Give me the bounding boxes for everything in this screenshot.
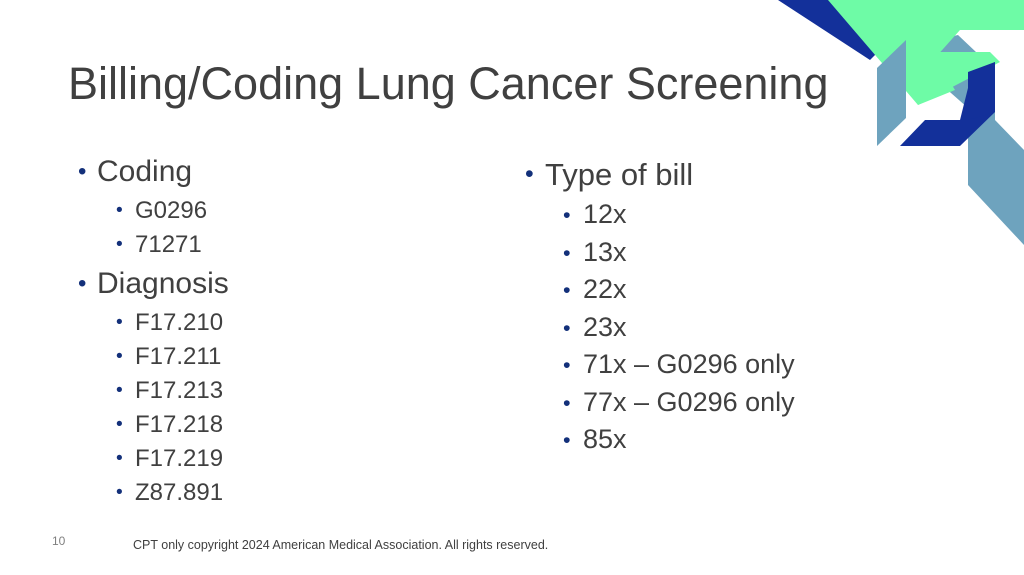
diagnosis-sub-list: • F17.210 • F17.211 • F17.213 • F17.218 • F17… <box>78 306 229 510</box>
mint-band-lower <box>905 52 1000 105</box>
list-item-text: 12x <box>583 199 627 229</box>
bullet-dot-icon: • <box>563 389 571 415</box>
bullet-dot-icon: • <box>563 202 571 227</box>
bullet-dot-icon: • <box>525 161 534 188</box>
list-item: • 71x – G0296 only <box>563 346 795 384</box>
bullet-dot-icon: • <box>563 277 571 302</box>
bullet-type-of-bill: • Type of bill <box>525 156 795 194</box>
list-item: • 77x – G0296 only <box>563 384 795 422</box>
list-item: • Z87.891 <box>116 476 229 510</box>
list-item-text: F17.211 <box>135 343 222 370</box>
coding-sub-list-wrapper: • G0296 • 71271 <box>78 194 229 262</box>
slide-title: Billing/Coding Lung Cancer Screening <box>68 58 829 109</box>
bullet-dot-icon: • <box>563 314 571 340</box>
bullet-dot-icon: • <box>116 200 123 221</box>
list-item-text: F17.210 <box>135 309 224 336</box>
list-item-text: 71271 <box>135 231 202 258</box>
list-item-text: F17.219 <box>135 445 224 472</box>
type-of-bill-sub-list: • 12x • 13x • 22x • 23x • 71x – G0296 only • 7… <box>525 196 795 459</box>
navy-lower-band-edge <box>968 62 995 120</box>
list-item-text: F17.213 <box>135 377 224 404</box>
bullet-dot-icon: • <box>116 482 123 503</box>
copyright-footer: CPT only copyright 2024 American Medical… <box>133 538 549 552</box>
bullet-label: Diagnosis <box>97 267 229 300</box>
list-item: • 22x <box>563 271 795 309</box>
list-item: • 12x <box>563 196 795 234</box>
list-item-text: 77x – G0296 only <box>583 386 795 417</box>
list-item: • 71271 <box>116 228 229 262</box>
list-item-text: 22x <box>583 274 627 304</box>
steel-blue-vertical <box>877 40 906 146</box>
bullet-dot-icon: • <box>563 239 571 265</box>
list-item: • F17.211 <box>116 340 229 374</box>
list-item: • F17.218 <box>116 408 229 442</box>
bullet-dot-icon: • <box>116 312 123 333</box>
list-item-text: 13x <box>583 236 627 267</box>
list-item: • G0296 <box>116 194 229 228</box>
list-item-text: 23x <box>583 311 627 342</box>
bullet-coding: • Coding <box>78 154 229 190</box>
bullet-dot-icon: • <box>116 234 123 255</box>
type-of-bill-sub-list-wrapper: • 12x • 13x • 22x • 23x • 71x – G0296 only • 7… <box>525 196 795 459</box>
bullet-dot-icon: • <box>563 427 571 452</box>
bullet-dot-icon: • <box>116 414 123 435</box>
list-item: • 85x <box>563 421 795 459</box>
list-item-text: G0296 <box>135 197 208 224</box>
list-item-text: F17.218 <box>135 411 224 438</box>
page-number: 10 <box>52 534 66 548</box>
bullet-dot-icon: • <box>116 448 123 469</box>
bullet-dot-icon: • <box>78 158 87 185</box>
left-bullet-list: • Coding • G0296 • 71271 • Diagnosis • F17.… <box>78 154 229 514</box>
bullet-diagnosis: • Diagnosis <box>78 266 229 302</box>
list-item-text: 71x – G0296 only <box>583 349 795 379</box>
list-item: • 23x <box>563 309 795 347</box>
bullet-dot-icon: • <box>116 380 123 401</box>
bullet-dot-icon: • <box>78 270 87 297</box>
coding-sub-list: • G0296 • 71271 <box>78 194 229 262</box>
right-bullet-list: • Type of bill • 12x • 13x • 22x • 23x • 71x … <box>525 156 795 463</box>
list-item: • 13x <box>563 234 795 272</box>
bullet-label: Coding <box>97 155 193 188</box>
diagnosis-sub-list-wrapper: • F17.210 • F17.211 • F17.213 • F17.218 • F17… <box>78 306 229 510</box>
navy-lower-band <box>877 62 995 146</box>
list-item: • F17.213 <box>116 374 229 408</box>
list-item: • F17.219 <box>116 442 229 476</box>
list-item-text: 85x <box>583 424 627 454</box>
bullet-dot-icon: • <box>563 352 571 377</box>
list-item-text: Z87.891 <box>135 479 224 506</box>
list-item: • F17.210 <box>116 306 229 340</box>
bullet-label: Type of bill <box>545 157 694 192</box>
bullet-dot-icon: • <box>116 346 123 367</box>
